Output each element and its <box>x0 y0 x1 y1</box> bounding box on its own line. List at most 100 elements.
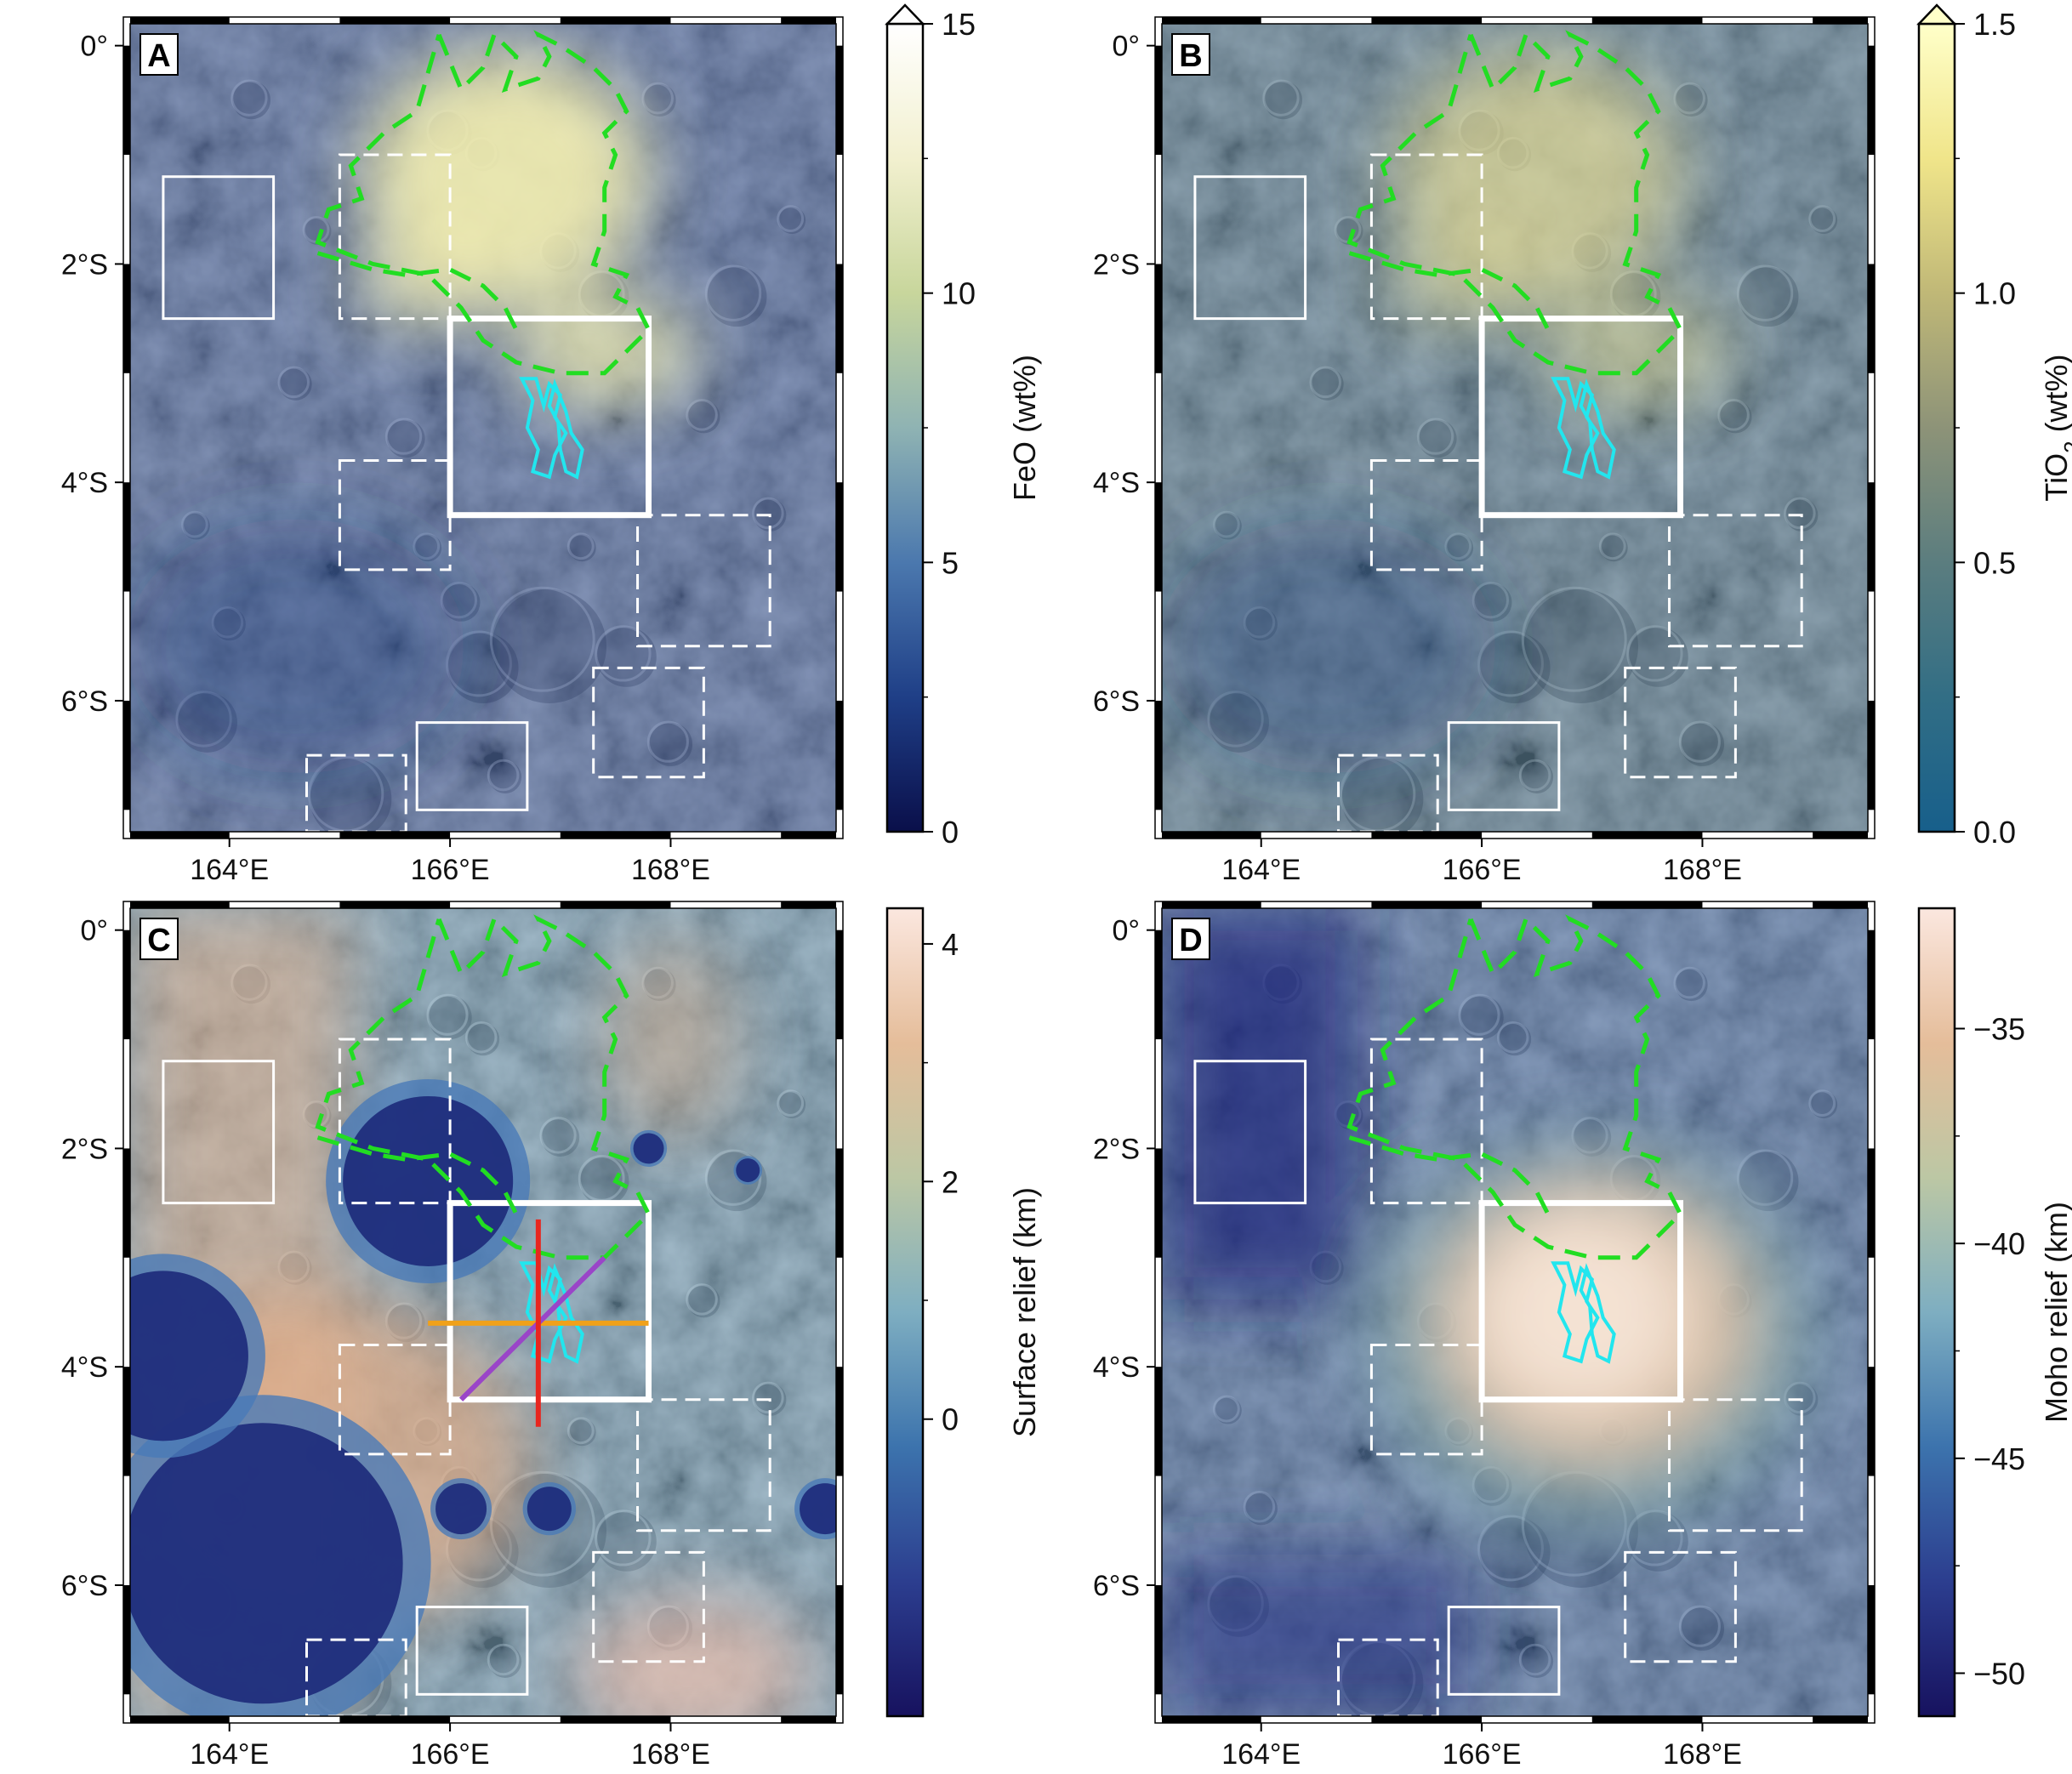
colorbar-label: Surface relief (km) <box>1007 1187 1042 1437</box>
panel-A: 164°E 166°E 168°E 0° 2°S 4°S 6°S A 0 5 10 15 FeO (wt… <box>61 3 1042 886</box>
panel-C: 164°E 166°E 168°E 0° 2°S 4°S 6°S C 0 2 4 Surface re… <box>61 901 1042 1771</box>
crater-rim <box>277 366 310 399</box>
crater <box>1244 1492 1278 1526</box>
colorbar-ramp <box>1917 907 1956 1718</box>
basin-floor <box>527 1487 572 1532</box>
comparison-box <box>338 1038 452 1205</box>
reference-box <box>162 1060 276 1205</box>
colorbar-tick-label: 2 <box>942 1164 959 1199</box>
map-area <box>1162 908 1868 1716</box>
colorbar-tick-label: 0 <box>942 815 959 850</box>
cyan-unit <box>1579 378 1616 480</box>
y-tick-label: 4°S <box>1093 467 1140 499</box>
crater <box>310 758 392 832</box>
crater <box>778 1091 806 1119</box>
colorbar-label: FeO (wt%) <box>1007 355 1042 501</box>
crater-rim <box>1626 625 1683 682</box>
comparison-box <box>636 1398 771 1532</box>
crater-rim <box>1678 1605 1721 1647</box>
study-area-box <box>1478 316 1684 519</box>
crater-rim <box>777 1089 805 1117</box>
map-area <box>130 908 836 1716</box>
panel-letter: C <box>147 923 170 958</box>
crater <box>1719 400 1752 434</box>
comparison-box <box>592 666 705 779</box>
crater <box>541 1118 580 1157</box>
panel-letter-box <box>139 918 179 960</box>
crater <box>304 217 332 245</box>
colorbar-ramp <box>885 22 925 833</box>
crater <box>182 512 210 540</box>
crater-rim <box>752 1381 784 1414</box>
crater-rim <box>595 625 652 682</box>
basin-floor <box>633 1133 664 1164</box>
crater <box>1810 1091 1838 1119</box>
colorbar-tick-label: 10 <box>942 276 976 311</box>
panel-B: 164°E 166°E 168°E 0° 2°S 4°S 6°S B 0.0 0.5 1.0 1.5 T… <box>1093 3 2072 886</box>
crater <box>1446 534 1474 562</box>
crater-rim <box>704 264 762 321</box>
colorbar: −50 −45 −40 −35 Moho relief (km) <box>1917 907 2072 1718</box>
x-tick-label: 168°E <box>631 854 710 886</box>
crater <box>1460 995 1504 1039</box>
map-area <box>1162 24 1868 832</box>
basin-floor <box>736 1158 760 1183</box>
colorbar-tick-label: −35 <box>1973 1011 2025 1046</box>
crater <box>596 1511 657 1572</box>
relief-anomalies <box>130 908 836 1716</box>
crater <box>1479 1516 1551 1589</box>
x-tick-label: 168°E <box>1663 854 1742 886</box>
crater-rim <box>1518 1643 1551 1676</box>
anomaly-outline <box>1346 30 1683 376</box>
crater <box>1628 1511 1688 1572</box>
crater <box>579 1157 629 1206</box>
annotations <box>1193 30 1803 832</box>
comparison-box <box>338 153 452 321</box>
crater <box>687 1284 720 1318</box>
y-tick-label: 4°S <box>1093 1351 1140 1384</box>
crater <box>1214 512 1242 540</box>
x-tick-label: 166°E <box>1443 854 1522 886</box>
reference-box <box>1193 1060 1307 1205</box>
crater-rim <box>1521 586 1627 692</box>
crater-rim <box>1736 1149 1794 1206</box>
crater-rim <box>1678 720 1721 763</box>
crater-rim <box>1416 418 1454 455</box>
crater-rim <box>489 586 595 692</box>
x-tick-label: 168°E <box>1663 1738 1742 1771</box>
crater <box>1498 1022 1532 1056</box>
x-tick-label: 168°E <box>631 1738 710 1771</box>
colorbar-tick-label: −50 <box>1973 1656 2025 1691</box>
crater-rim <box>1717 399 1750 431</box>
y-tick-label: 2°S <box>61 248 108 281</box>
y-tick-label: 6°S <box>1093 685 1140 718</box>
y-tick-label: 0° <box>80 915 108 947</box>
map-frame <box>1154 16 1876 839</box>
crater <box>386 419 425 458</box>
comparison-box <box>1369 1344 1483 1456</box>
colorbar: 0 5 10 15 FeO (wt%) <box>885 3 1042 850</box>
reference-box <box>415 1606 529 1696</box>
crater <box>279 367 312 401</box>
comparison-box <box>1369 153 1483 321</box>
comparison-box <box>1337 753 1439 832</box>
crater <box>232 81 271 120</box>
colorbar-tick-label: 5 <box>942 545 959 580</box>
crater-rim <box>595 1510 652 1566</box>
crater-rim <box>413 532 441 560</box>
crater <box>1523 588 1639 703</box>
comparison-box <box>305 753 407 832</box>
colorbar-extend-arrow <box>1916 3 1957 26</box>
colorbar-ramp <box>1917 22 1956 833</box>
colorbar-tick-label: −40 <box>1973 1226 2025 1261</box>
y-tick-label: 4°S <box>61 467 108 499</box>
crater <box>1675 83 1708 117</box>
crater-rim <box>384 418 423 455</box>
reference-box <box>415 721 529 811</box>
comparison-box <box>1624 1550 1737 1663</box>
panel-letter: B <box>1179 38 1202 74</box>
x-tick-label: 166°E <box>411 854 490 886</box>
crater <box>488 760 522 794</box>
annotations <box>162 914 771 1716</box>
